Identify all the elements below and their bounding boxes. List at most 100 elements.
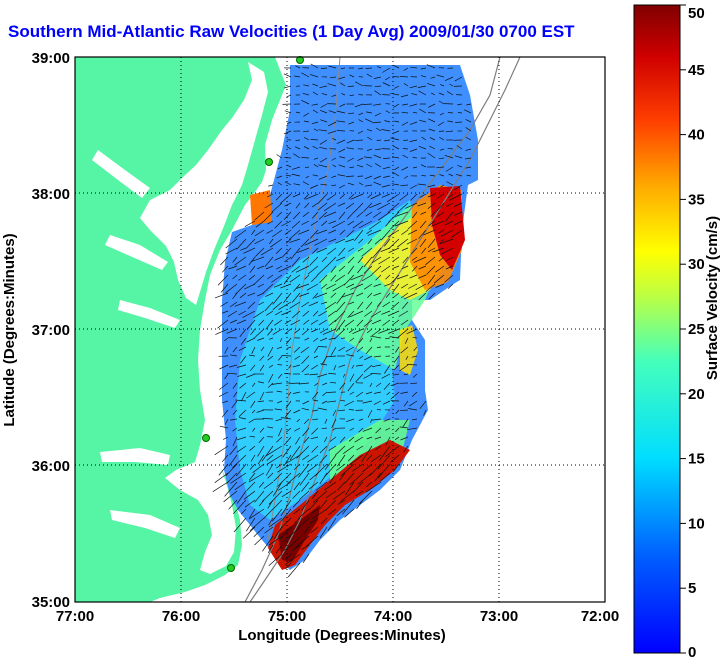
- velocity-vector: [381, 184, 391, 188]
- y-axis-label: Latitude (Degrees:Minutes): [1, 233, 18, 426]
- velocity-vector: [293, 283, 301, 292]
- velocity-vector: [229, 445, 238, 456]
- velocity-vector: [396, 238, 409, 248]
- velocity-vector: [260, 247, 274, 256]
- velocity-vector: [330, 274, 337, 282]
- velocity-vector: [286, 146, 292, 150]
- velocity-vector: [373, 283, 382, 287]
- velocity-vector: [349, 74, 355, 78]
- velocity-vector: [328, 445, 337, 451]
- velocity-vector: [262, 535, 274, 552]
- velocity-vector: [400, 391, 409, 394]
- velocity-vector: [283, 130, 292, 135]
- velocity-vector: [304, 238, 319, 246]
- velocity-vector: [365, 481, 373, 488]
- velocity-vector: [356, 211, 364, 218]
- velocity-vector: [334, 445, 346, 456]
- velocity-vector: [363, 256, 373, 268]
- velocity-vector: [270, 238, 283, 248]
- velocity-vector: [385, 427, 391, 431]
- velocity-vector: [390, 454, 400, 463]
- velocity-vector: [303, 193, 310, 200]
- velocity-vector: [220, 301, 229, 307]
- radar-site-marker: [202, 434, 210, 442]
- velocity-vector: [427, 238, 436, 249]
- velocity-vector: [315, 481, 328, 491]
- velocity-vector: [358, 418, 364, 421]
- velocity-vector: [283, 292, 292, 304]
- velocity-vector: [332, 283, 346, 292]
- velocity-vector: [372, 247, 382, 259]
- velocity-vector: [280, 499, 292, 516]
- velocity-vector: [429, 137, 436, 141]
- colorbar-tick-label: 35: [688, 191, 705, 208]
- velocity-vector: [313, 337, 319, 342]
- velocity-vector: [465, 148, 472, 151]
- velocity-vector: [385, 436, 391, 446]
- velocity-vector: [366, 163, 373, 168]
- velocity-vector: [355, 409, 364, 411]
- bathymetry-contour: [267, 57, 341, 541]
- velocity-vector: [267, 472, 274, 479]
- velocity-vector: [328, 373, 337, 375]
- velocity-vector: [268, 517, 283, 528]
- velocity-vector: [333, 364, 337, 371]
- velocity-vector: [363, 283, 373, 290]
- velocity-vector: [440, 184, 445, 188]
- velocity-vector: [390, 382, 400, 387]
- velocity-vector: [294, 75, 301, 78]
- velocity-vector: [277, 463, 292, 473]
- velocity-vector: [445, 130, 454, 133]
- velocity-vector: [412, 157, 418, 159]
- velocity-vector: [381, 373, 391, 379]
- velocity-vector: [310, 274, 319, 283]
- velocity-vector: [233, 499, 247, 515]
- velocity-vector: [265, 265, 274, 270]
- velocity-vector: [339, 472, 346, 481]
- velocity-vector: [292, 364, 301, 368]
- velocity-vector: [391, 183, 400, 186]
- velocity-vector: [385, 220, 391, 227]
- velocity-vector: [281, 490, 292, 498]
- velocity-vector: [235, 399, 247, 402]
- velocity-vector: [291, 265, 301, 273]
- velocity-vector: [429, 145, 436, 150]
- velocity-vector: [232, 436, 238, 447]
- velocity-vector: [287, 472, 301, 484]
- velocity-vector: [409, 103, 418, 107]
- velocity-vector: [232, 256, 238, 263]
- velocity-vector: [302, 454, 310, 461]
- velocity-vector: [349, 427, 355, 431]
- velocity-vector: [243, 247, 256, 254]
- velocity-vector: [301, 328, 310, 336]
- velocity-vector: [401, 247, 409, 251]
- velocity-vector: [293, 481, 301, 491]
- velocity-vector: [355, 490, 364, 497]
- velocity-vector: [406, 328, 418, 335]
- velocity-vector: [314, 292, 328, 299]
- velocity-vector: [393, 355, 400, 363]
- velocity-vector: [385, 337, 391, 339]
- velocity-vector: [455, 121, 463, 123]
- velocity-vector: [419, 238, 427, 248]
- velocity-vector: [370, 418, 373, 423]
- velocity-vector: [400, 436, 409, 441]
- velocity-vector: [373, 154, 382, 159]
- velocity-vector: [418, 229, 427, 239]
- velocity-vector: [328, 319, 337, 326]
- velocity-vector: [310, 63, 319, 69]
- velocity-vector: [280, 193, 292, 204]
- velocity-vector: [447, 283, 454, 289]
- velocity-vector: [264, 202, 274, 209]
- velocity-vector: [398, 310, 409, 317]
- velocity-vector: [337, 454, 346, 467]
- velocity-vector: [279, 337, 283, 343]
- velocity-vector: [435, 283, 445, 288]
- velocity-vector: [284, 229, 292, 235]
- velocity-vector: [427, 152, 436, 159]
- velocity-vector: [320, 157, 328, 163]
- radar-site-marker: [227, 564, 235, 572]
- velocity-vector: [338, 247, 346, 256]
- velocity-vector: [355, 391, 364, 398]
- velocity-vector: [229, 354, 238, 357]
